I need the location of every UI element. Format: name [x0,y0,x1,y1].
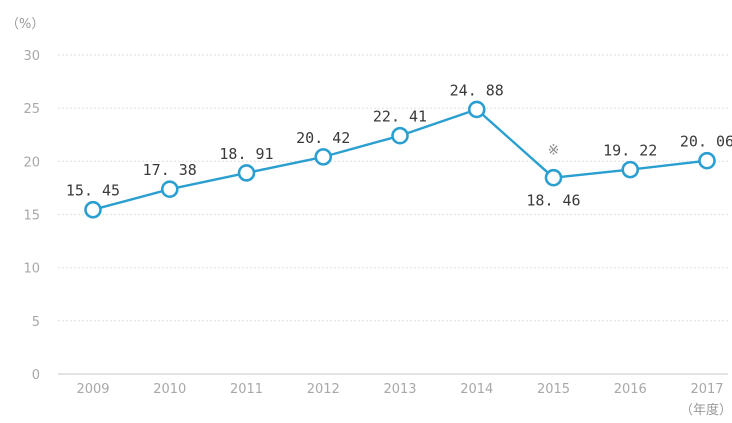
x-tick-label: 2017 [690,382,723,397]
x-axis-label: （年度） [680,402,732,418]
x-tick-label: 2014 [460,382,493,397]
data-label: 24. 88 [450,81,504,99]
y-axis-ticks: 0 5 10 15 20 25 30 [23,49,40,383]
data-point [160,180,179,198]
x-tick-label: 2009 [76,382,109,397]
data-point [698,151,716,170]
gridlines [58,54,728,375]
data-label: 20. 06 [680,133,732,151]
x-tick-label: 2011 [230,382,263,397]
y-axis-label: （%） [6,17,44,32]
data-point [237,164,256,182]
data-point [84,200,102,219]
x-tick-label: 2013 [383,382,416,397]
x-tick-label: 2016 [614,382,647,397]
data-point [621,160,640,179]
data-label: 20. 42 [296,129,350,147]
y-tick-label: 0 [32,368,40,383]
y-tick-label: 15 [23,209,40,224]
data-label: 22. 41 [373,108,427,126]
annotation-mark: ※ [548,143,560,159]
y-tick-label: 10 [23,262,40,277]
data-label: 18. 46 [526,192,580,210]
data-labels: 15. 45 17. 38 18. 91 20. 42 22. 41 24. 88 18. … [66,81,732,209]
data-label: 18. 91 [219,145,273,163]
data-label: 17. 38 [143,161,197,179]
data-label: 15. 45 [66,182,120,200]
data-point [391,126,409,145]
data-point [314,148,333,166]
annotations: ※ [548,143,560,159]
data-point [544,168,563,187]
x-tick-label: 2012 [307,382,340,397]
data-label: 19. 22 [603,142,657,160]
x-tick-label: 2015 [537,382,570,397]
data-points [84,100,716,219]
y-tick-label: 5 [32,315,40,330]
x-tick-label: 2010 [153,382,186,397]
data-point [467,100,486,119]
x-axis-ticks: 2009 2010 2011 2012 2013 2014 2015 2016 2017 [76,382,723,397]
y-tick-label: 25 [23,102,40,117]
y-tick-label: 30 [23,49,40,64]
y-tick-label: 20 [23,155,40,170]
